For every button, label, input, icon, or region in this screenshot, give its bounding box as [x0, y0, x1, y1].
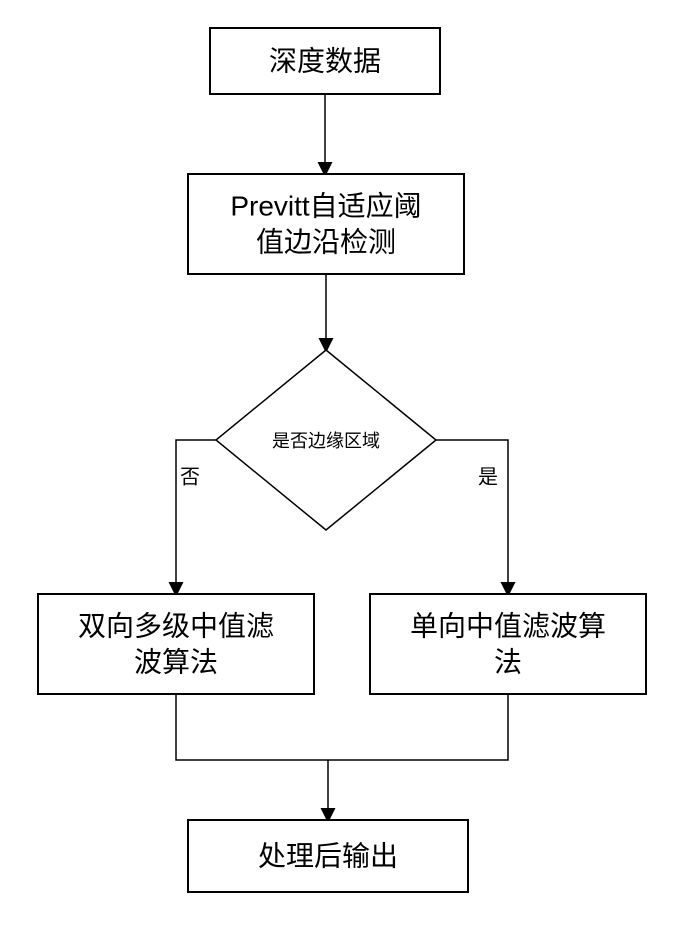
edge-d1-n3	[176, 440, 216, 594]
node-output: 处理后输出	[188, 820, 468, 892]
node-decision-label: 是否边缘区域	[272, 431, 380, 451]
flowchart: 深度数据 Previtt自适应阈 值边沿检测 是否边缘区域 否 是 双向多级中值…	[0, 0, 685, 933]
node-previtt-line2: 值边沿检测	[256, 226, 396, 257]
node-depth-data: 深度数据	[210, 28, 440, 94]
label-no: 否	[180, 466, 200, 488]
node-unidir-line2: 法	[494, 646, 522, 677]
node-bidir-line1: 双向多级中值滤	[78, 610, 274, 641]
node-depth-data-label: 深度数据	[269, 45, 381, 76]
node-bidir-line2: 波算法	[134, 646, 218, 677]
label-yes: 是	[478, 466, 498, 488]
edge-merge	[176, 694, 508, 760]
node-previtt: Previtt自适应阈 值边沿检测	[188, 174, 464, 274]
node-unidir-median: 单向中值滤波算 法	[370, 594, 646, 694]
node-output-label: 处理后输出	[258, 840, 398, 871]
node-bidir-median: 双向多级中值滤 波算法	[38, 594, 314, 694]
edge-d1-n4	[436, 440, 508, 594]
node-previtt-line1: Previtt自适应阈	[230, 190, 421, 221]
node-decision-edge-region: 是否边缘区域	[216, 350, 436, 530]
node-unidir-line1: 单向中值滤波算	[410, 610, 606, 641]
